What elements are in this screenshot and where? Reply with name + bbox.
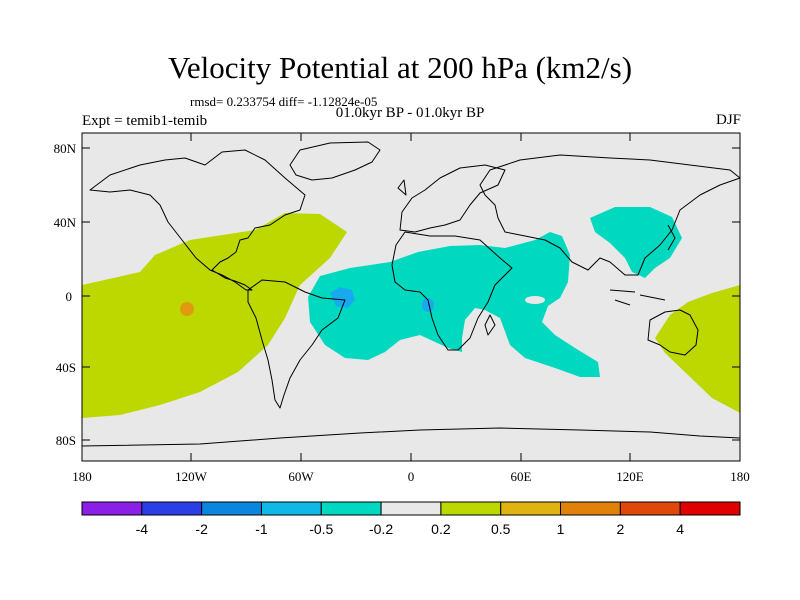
negative-core-amazon: [330, 287, 355, 308]
stats-line: rmsd= 0.233754 diff= -1.12824e-05: [190, 94, 378, 109]
colorbar-label: -1: [255, 521, 268, 537]
coastline-japan: [667, 224, 676, 251]
colorbar-labels: -4 -2 -1 -0.5 -0.2 0.2 0.5 1 2 4: [136, 521, 685, 537]
coastline-antarctica: [81, 427, 741, 447]
colorbar-swatch: [141, 501, 203, 516]
colorbar-label: -4: [136, 521, 149, 537]
colorbar-swatch: [619, 501, 681, 516]
positive-hole-indian: [525, 296, 545, 304]
season-label: DJF: [715, 112, 741, 128]
coastline-uk: [397, 179, 407, 196]
lat-label-80n: 80N: [54, 141, 77, 156]
colorbar-label: 0.2: [431, 521, 451, 537]
positive-region-pacific: [82, 213, 347, 418]
lon-label-60w: 60W: [288, 469, 314, 484]
coastline-africa: [391, 231, 513, 351]
coastlines: [81, 141, 741, 447]
lat-label-40n: 40N: [54, 215, 77, 230]
negative-region-east-asia: [590, 207, 682, 278]
chart-title: Velocity Potential at 200 hPa (km2/s): [167, 50, 633, 85]
negative-core-congo: [422, 298, 434, 312]
colorbar-label: -2: [195, 521, 208, 537]
colorbar-swatch: [560, 501, 621, 516]
colorbar-swatch: [380, 501, 442, 516]
lon-label-120w: 120W: [175, 469, 208, 484]
positive-peak-pacific: [180, 302, 194, 316]
lon-label-120e: 120E: [616, 469, 644, 484]
colorbar-label: 0.5: [491, 521, 511, 537]
negative-region-atlantic-africa: [308, 232, 600, 377]
lon-label-180e: 180: [730, 469, 750, 484]
coastline-indonesia: [609, 289, 666, 306]
colorbar-swatch: [320, 501, 382, 516]
lat-label-40s: 40S: [56, 360, 76, 375]
coastline-australia: [647, 309, 699, 356]
colorbar-label: 4: [676, 521, 684, 537]
axis-ticks: [81, 133, 741, 461]
colorbar-label: -0.5: [309, 521, 333, 537]
colorbar-swatch: [679, 501, 741, 516]
lon-label-0: 0: [408, 469, 415, 484]
colorbar: [81, 501, 741, 516]
colorbar-swatch: [500, 501, 562, 516]
positive-region-australia: [655, 285, 740, 413]
coastline-south-america: [247, 279, 346, 409]
colorbar-swatch: [81, 501, 143, 516]
coastline-europe: [399, 164, 506, 233]
period-label: 01.0kyr BP - 01.0kyr BP: [335, 105, 485, 121]
colorbar-label: 1: [557, 521, 565, 537]
coastline-north-america: [89, 149, 306, 291]
coastline-asia: [479, 154, 741, 276]
lat-label-0: 0: [66, 289, 73, 304]
colorbar-swatch: [440, 501, 502, 516]
colorbar-label: -0.2: [369, 521, 393, 537]
coastline-greenland: [289, 141, 381, 181]
colorbar-swatch: [260, 501, 322, 516]
lat-label-80s: 80S: [56, 433, 76, 448]
lon-label-180w: 180: [72, 469, 92, 484]
colorbar-label: 2: [616, 521, 624, 537]
experiment-label: Expt = temib1-temib: [82, 113, 208, 129]
colorbar-swatch: [201, 501, 262, 516]
lon-label-60e: 60E: [511, 469, 532, 484]
coastline-madagascar: [484, 314, 496, 336]
